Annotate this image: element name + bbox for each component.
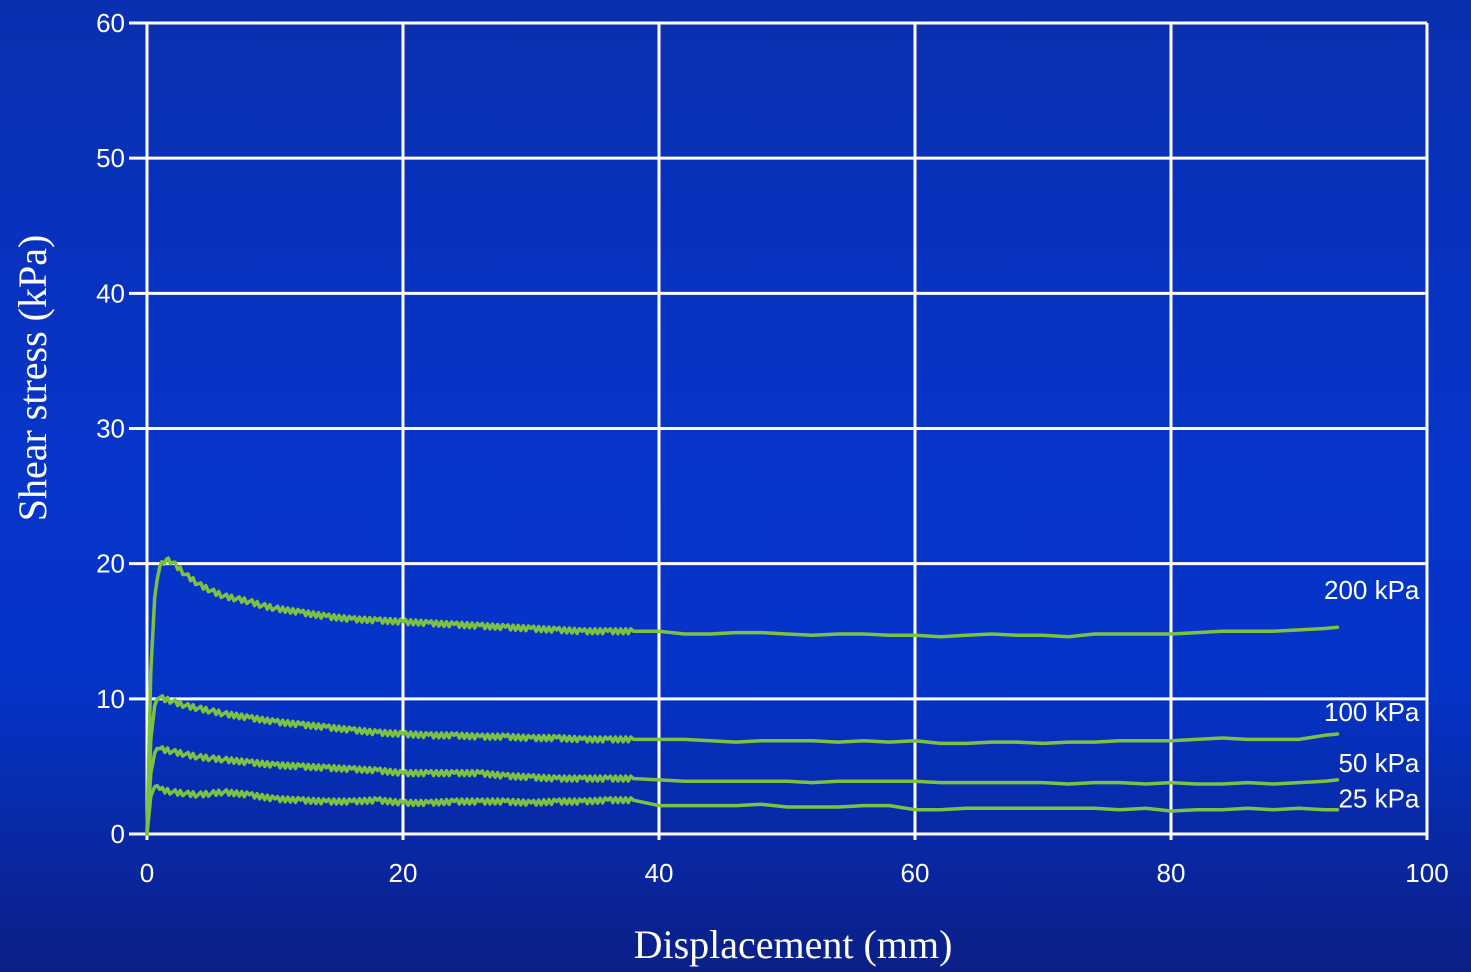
series-line-200-kpa [145, 556, 1340, 836]
series-label: 25 kPa [1338, 784, 1419, 814]
series-line-100-kpa [145, 694, 1340, 836]
x-tick-label: 40 [645, 858, 674, 888]
series-labels: 200 kPa 100 kPa 50 kPa 25 kPa [1324, 575, 1420, 813]
x-tick-label: 20 [389, 858, 418, 888]
y-axis-title: Shear stress (kPa) [10, 235, 55, 522]
x-tick-label: 60 [901, 858, 930, 888]
series-line-25-kpa [145, 783, 1340, 836]
y-tick-label: 60 [96, 8, 125, 38]
y-tick-label: 20 [96, 549, 125, 579]
y-tick-label: 0 [111, 819, 125, 849]
series-label: 100 kPa [1324, 697, 1420, 727]
y-tick-label: 40 [96, 278, 125, 308]
y-tick-label: 50 [96, 143, 125, 173]
x-tick-label: 0 [140, 858, 154, 888]
series-lines [145, 556, 1340, 836]
y-tick-label: 30 [96, 414, 125, 444]
x-tick-label: 80 [1157, 858, 1186, 888]
x-axis-title: Displacement (mm) [634, 922, 953, 967]
series-label: 200 kPa [1324, 575, 1420, 605]
y-tick-label: 10 [96, 684, 125, 714]
x-tick-label: 100 [1405, 858, 1448, 888]
series-line-50-kpa [145, 745, 1340, 836]
series-label: 50 kPa [1338, 748, 1419, 778]
axis-ticks: 0 20 40 60 80 100 0 10 20 30 40 50 60 [96, 8, 1449, 888]
grid [129, 21, 1429, 840]
